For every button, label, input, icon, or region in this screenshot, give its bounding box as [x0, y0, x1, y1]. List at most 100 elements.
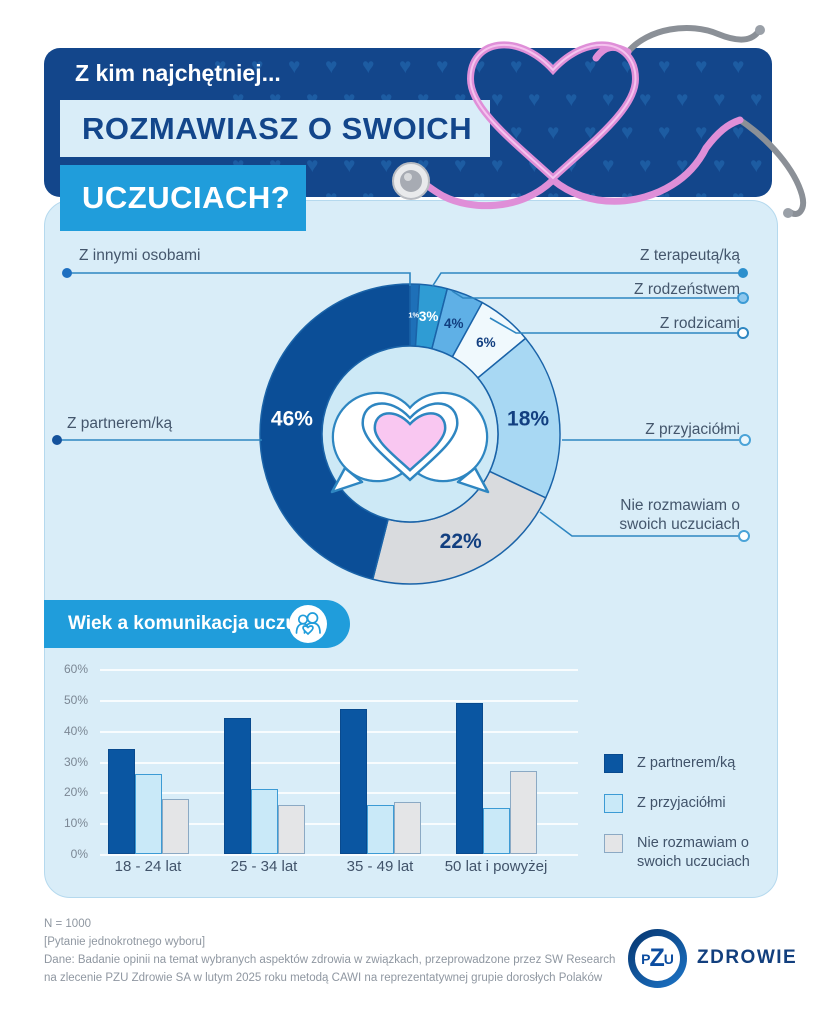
heart-pattern-glyph: ♥ — [695, 121, 708, 144]
legend-item-partner: Z partnerem/ką — [604, 754, 762, 773]
y-tick-label: 20% — [63, 785, 88, 800]
gridline — [100, 761, 578, 764]
gridline — [100, 823, 578, 826]
legend-item-no-talk: Nie rozmawiam o swoich uczuciach — [604, 834, 762, 872]
legend-swatch-no-talk — [604, 834, 623, 853]
heart-pattern-glyph: ♥ — [528, 88, 541, 111]
heart-pattern-glyph: ♥ — [602, 154, 615, 177]
y-tick-label: 10% — [63, 816, 88, 831]
heart-pattern-glyph: ♥ — [732, 121, 745, 144]
y-tick-label: 40% — [63, 723, 88, 738]
heart-pattern-glyph: ♥ — [306, 154, 319, 177]
heart-pattern-glyph: ♥ — [547, 188, 559, 197]
category-label: 25 - 34 lat — [230, 858, 298, 875]
donut-label-partner: Z partnerem/ką — [67, 415, 173, 432]
donut-label-no-talk: Nie rozmawiam o swoich uczuciach — [619, 497, 740, 533]
heart-pattern-glyph: ♥ — [362, 55, 375, 78]
heart-pattern-glyph: ♥ — [695, 188, 707, 197]
bar-light — [134, 773, 162, 854]
heart-pattern-glyph: ♥ — [584, 188, 596, 197]
bar-gray — [277, 804, 305, 854]
heart-pattern-glyph: ♥ — [547, 121, 560, 144]
bar-gray — [393, 801, 421, 854]
sample-size: N = 1000 — [44, 918, 91, 930]
heart-pattern-glyph: ♥ — [750, 88, 763, 111]
heart-pattern-glyph: ♥ — [658, 121, 671, 144]
heart-pattern-glyph: ♥ — [362, 188, 374, 197]
donut-label-friends: Z przyjaciółmi — [645, 421, 740, 438]
heart-pattern-glyph: ♥ — [473, 188, 485, 197]
header-intro: Z kim najchętniej... — [75, 60, 281, 86]
brand-name: ZDROWIE — [697, 947, 798, 968]
heart-pattern-glyph: ♥ — [750, 154, 763, 177]
heart-pattern-glyph: ♥ — [491, 154, 504, 177]
bar-dark — [339, 709, 367, 854]
gridline — [100, 699, 578, 702]
heart-pattern-glyph: ♥ — [251, 55, 264, 78]
heart-pattern-glyph: ♥ — [510, 188, 522, 197]
heart-pattern-glyph: ♥ — [639, 154, 652, 177]
heart-pattern-glyph: ♥ — [510, 55, 523, 78]
heart-pattern-glyph: ♥ — [713, 88, 726, 111]
y-tick-label: 0% — [70, 847, 88, 861]
heart-pattern-glyph: ♥ — [380, 154, 393, 177]
heart-pattern-glyph: ♥ — [658, 55, 671, 78]
gridline — [100, 730, 578, 733]
heart-pattern-glyph: ♥ — [732, 55, 745, 78]
heart-pattern-glyph: ♥ — [436, 55, 449, 78]
people-heart-icon — [289, 605, 327, 643]
barchart-section-banner: Wiek a komunikacja uczuć — [44, 600, 350, 648]
source-line1: Dane: Badanie opinii na temat wybranych … — [44, 954, 616, 966]
donut-label-therapist: Z terapeutą/ką — [640, 247, 740, 264]
bar-light — [482, 807, 510, 854]
heart-pattern-glyph: ♥ — [399, 55, 412, 78]
heart-pattern-glyph: ♥ — [676, 88, 689, 111]
donut-label-siblings: Z rodzeństwem — [634, 281, 740, 298]
legend-swatch-friends — [604, 794, 623, 813]
heart-pattern-glyph: ♥ — [713, 154, 726, 177]
bar-dark — [455, 702, 483, 854]
y-tick-label: 30% — [63, 754, 88, 769]
donut-label-others: Z innymi osobami — [79, 247, 201, 264]
y-tick-label: 60% — [63, 662, 88, 677]
category-label: 50 lat i powyżej — [444, 858, 548, 875]
heart-pattern-glyph: ♥ — [639, 88, 652, 111]
question-type-note: [Pytanie jednokrotnego wyboru] — [44, 936, 206, 948]
bar-chart: 0% 10% 20% 30% 40% 50% 60% 18 - 24 lat 25 - 34 l… — [44, 655, 778, 895]
stethoscope-chestpiece — [392, 162, 430, 200]
heart-pattern-glyph: ♥ — [584, 55, 597, 78]
bar-dark — [223, 718, 251, 854]
heart-pattern-glyph: ♥ — [732, 188, 744, 197]
heart-pattern-glyph: ♥ — [602, 88, 615, 111]
bar-light — [366, 804, 394, 854]
heart-pattern-glyph: ♥ — [621, 188, 633, 197]
heart-pattern-glyph: ♥ — [214, 55, 227, 78]
heart-pattern-glyph: ♥ — [565, 88, 578, 111]
bar-light — [250, 789, 278, 854]
gridline — [100, 669, 578, 672]
stethoscope-illustration — [392, 25, 806, 218]
category-label: 35 - 49 lat — [346, 858, 414, 875]
heart-pattern-glyph: ♥ — [454, 154, 467, 177]
heart-pattern-glyph: ♥ — [491, 88, 504, 111]
bar-gray — [161, 798, 189, 854]
legend-swatch-partner — [604, 754, 623, 773]
gridline — [100, 854, 578, 856]
bar-dark — [107, 749, 135, 854]
heart-pattern-glyph: ♥ — [695, 55, 708, 78]
bar-gray — [509, 770, 537, 854]
donut-label-parents: Z rodzicami — [659, 315, 740, 332]
y-tick-label: 50% — [63, 692, 88, 707]
bar-chart-legend: Z partnerem/ką Z przyjaciółmi Nie rozmaw… — [604, 754, 762, 893]
heart-pattern-glyph: ♥ — [325, 55, 338, 78]
heart-pattern-glyph: ♥ — [325, 188, 337, 197]
heart-pattern-glyph: ♥ — [343, 154, 356, 177]
barchart-section-title: Wiek a komunikacja uczuć — [68, 613, 308, 634]
legend-item-friends: Z przyjaciółmi — [604, 794, 762, 813]
heart-pattern-glyph: ♥ — [621, 121, 634, 144]
heart-pattern-glyph: ♥ — [288, 55, 301, 78]
header-question-line2: UCZUCIACH? — [60, 165, 306, 231]
category-label: 18 - 24 lat — [114, 858, 182, 875]
source-line2: na zlecenie PZU Zdrowie SA w lutym 2025 … — [44, 972, 603, 984]
